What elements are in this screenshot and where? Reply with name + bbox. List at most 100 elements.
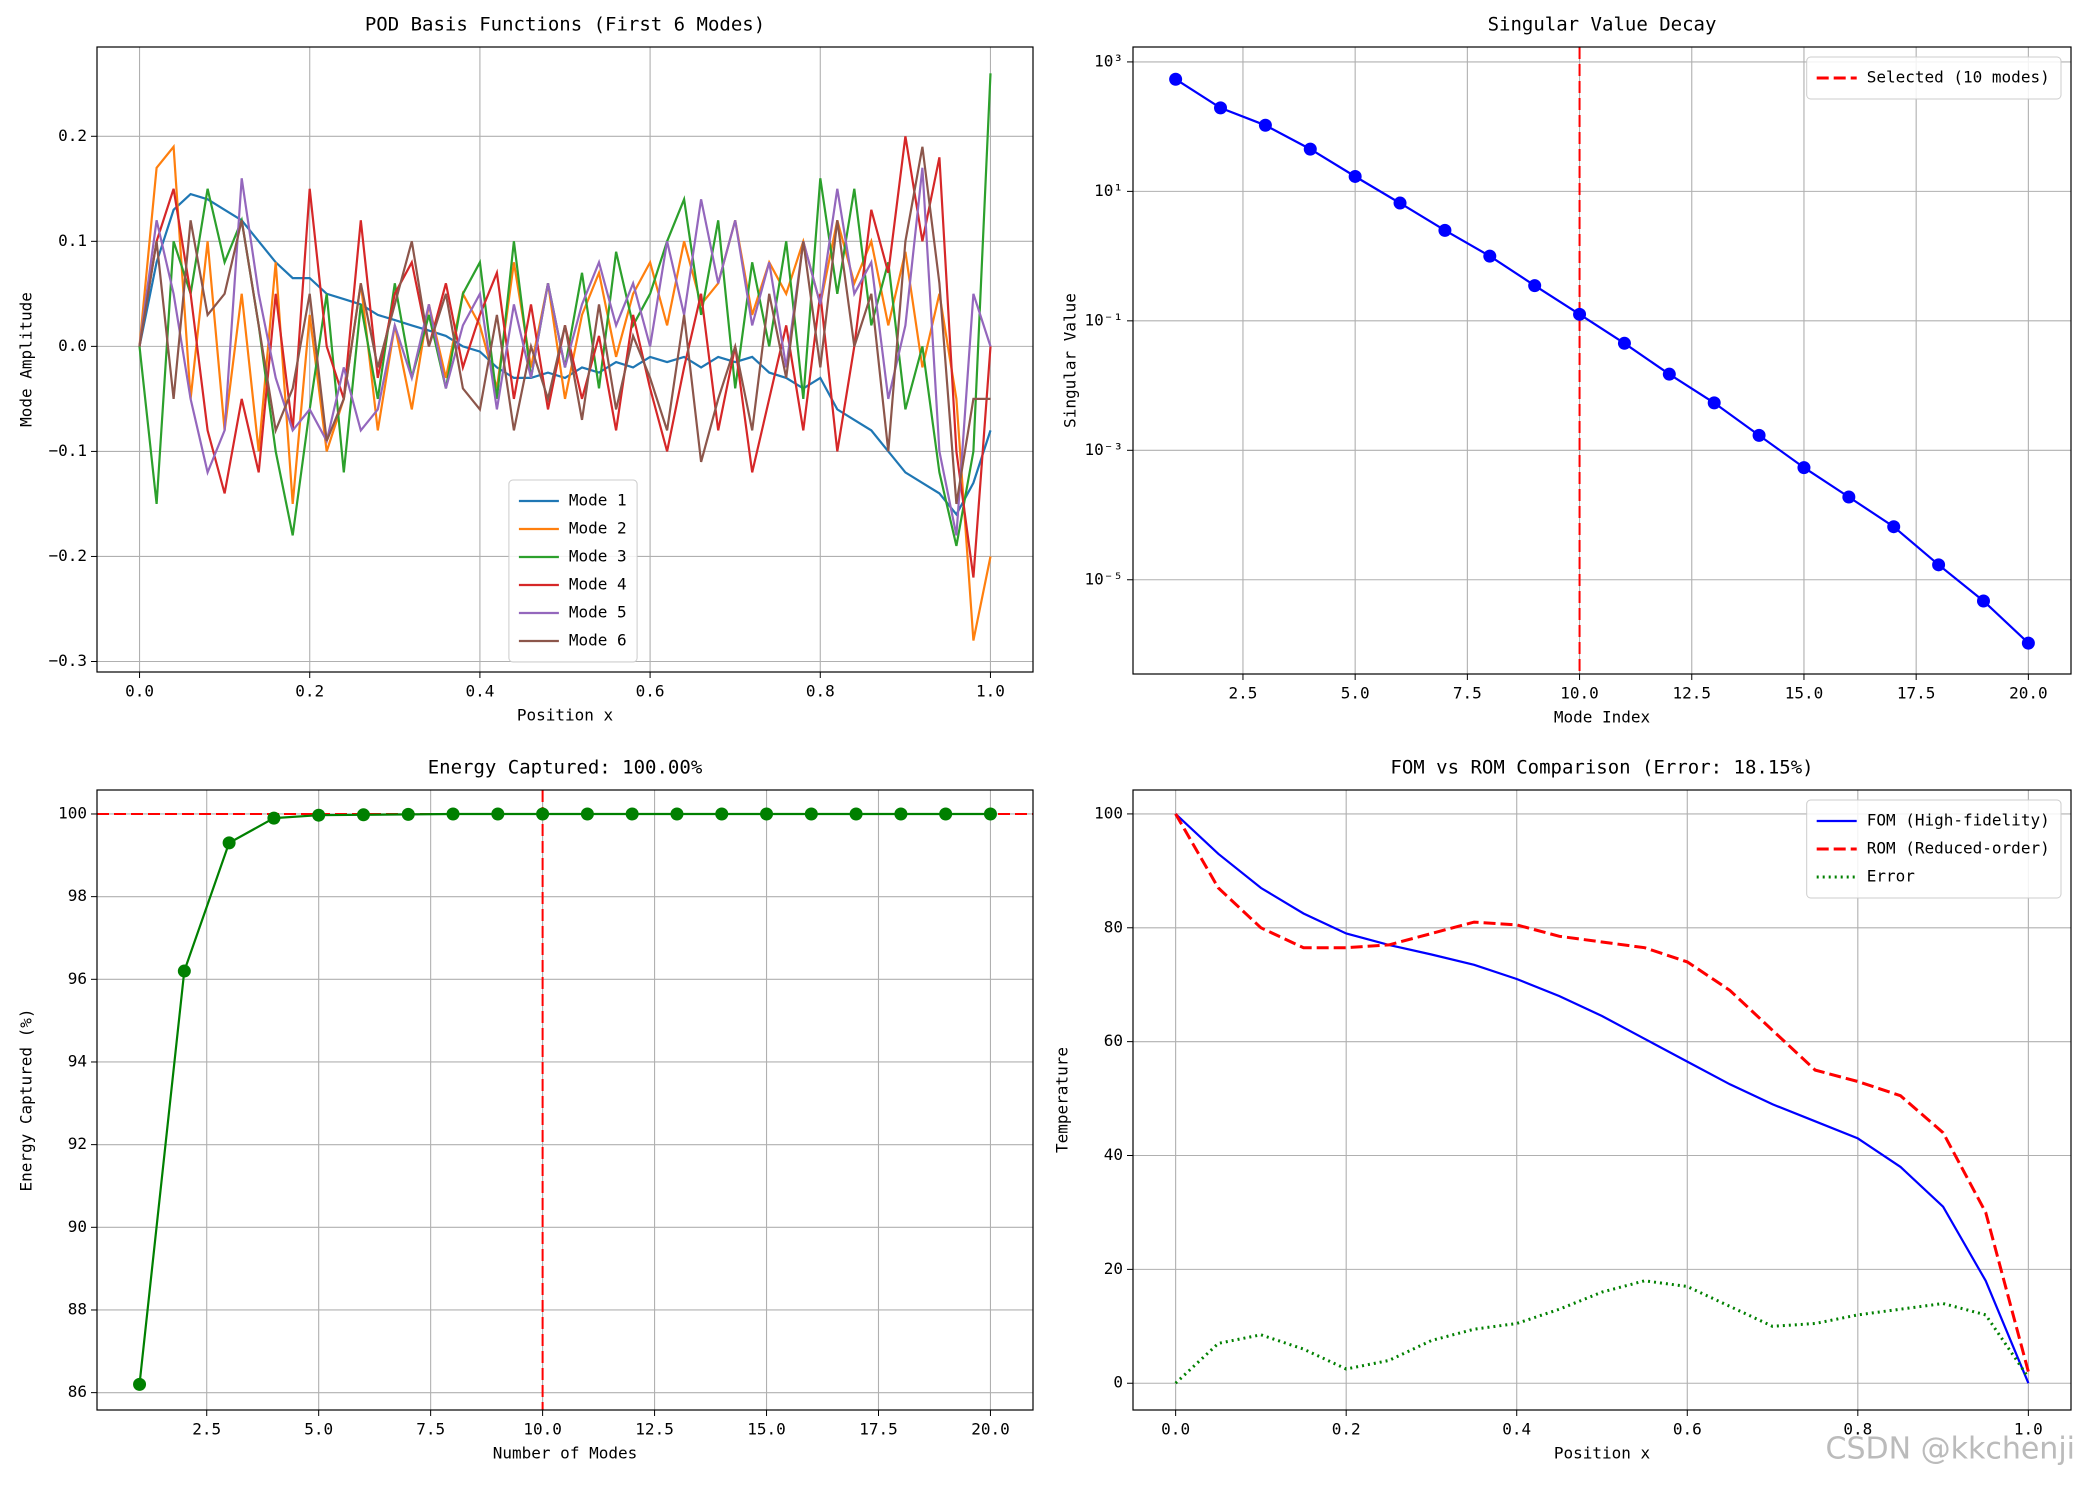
data-point (804, 807, 818, 821)
data-point (1348, 169, 1362, 183)
legend-label: Mode 1 (569, 491, 627, 510)
x-tick-label: 0.8 (1843, 1420, 1872, 1439)
subplot-title: FOM vs ROM Comparison (Error: 18.15%) (1390, 757, 1813, 779)
data-point (222, 836, 236, 850)
x-axis-label: Number of Modes (493, 1444, 638, 1463)
y-tick-label: 0.0 (58, 336, 87, 355)
data-point (312, 808, 326, 822)
y-tick-label: 96 (68, 969, 87, 988)
data-point (1617, 336, 1631, 350)
subplot: 2.5 5.0 7.5 10.0 12.5 15.0 17.5 20.0 86 88 90 92 94 9… (17, 757, 1034, 1463)
data-point (356, 808, 370, 822)
y-tick-label: 88 (68, 1299, 87, 1318)
data-point (1573, 307, 1587, 321)
y-tick-label: 100 (1094, 803, 1123, 822)
data-point (983, 807, 997, 821)
y-tick-label: 90 (68, 1217, 87, 1236)
y-tick-label: 0 (1113, 1373, 1123, 1392)
data-point (1258, 118, 1272, 132)
x-tick-label: 0.0 (125, 682, 154, 701)
x-tick-label: 0.8 (806, 682, 835, 701)
data-point (849, 807, 863, 821)
axes-frame (1132, 46, 2072, 675)
y-tick-label: 94 (68, 1051, 87, 1070)
data-point (670, 807, 684, 821)
data-point (1932, 558, 1946, 572)
x-tick-label: 17.5 (1897, 684, 1936, 703)
x-tick-label: 0.6 (1673, 1420, 1702, 1439)
y-tick-label: 10⁻³ (1084, 440, 1123, 459)
data-point (177, 964, 191, 978)
y-axis-label: Singular Value (1061, 293, 1080, 428)
legend-box (508, 479, 638, 663)
x-tick-label: 12.5 (1672, 684, 1711, 703)
y-tick-label: 100 (58, 803, 87, 822)
data-point (133, 1377, 147, 1391)
data-point (1662, 367, 1676, 381)
y-tick-label: 80 (1104, 917, 1123, 936)
x-tick-label: 7.5 (1453, 684, 1482, 703)
x-tick-label: 2.5 (192, 1420, 221, 1439)
data-point (1797, 461, 1811, 475)
x-tick-label: 2.5 (1229, 684, 1258, 703)
data-point (2021, 636, 2035, 650)
series-line (1174, 813, 2030, 1373)
y-tick-label: 60 (1104, 1031, 1123, 1050)
x-tick-label: 10.0 (1560, 684, 1599, 703)
y-tick-label: 92 (68, 1134, 87, 1153)
series-line (138, 167, 992, 536)
x-tick-label: 17.5 (859, 1420, 898, 1439)
x-axis-label: Mode Index (1554, 708, 1651, 727)
x-tick-label: 0.4 (465, 682, 494, 701)
axes-frame (96, 789, 1034, 1411)
data-point (1707, 396, 1721, 410)
y-axis-label: Mode Amplitude (17, 292, 36, 427)
x-tick-label: 20.0 (971, 1420, 1010, 1439)
x-tick-label: 0.2 (1332, 1420, 1361, 1439)
y-tick-label: 40 (1104, 1145, 1123, 1164)
data-point (1976, 594, 1990, 608)
x-tick-label: 5.0 (1341, 684, 1370, 703)
legend-label: FOM (High-fidelity) (1867, 811, 2050, 830)
subplot-title: POD Basis Functions (First 6 Modes) (365, 14, 765, 36)
y-axis-label: Energy Captured (%) (17, 1008, 36, 1191)
data-point (1214, 101, 1228, 115)
x-tick-label: 0.6 (636, 682, 665, 701)
data-point (1887, 520, 1901, 534)
x-tick-label: 10.0 (523, 1420, 562, 1439)
series-line (1174, 1279, 2030, 1385)
legend-label: ROM (Reduced-order) (1867, 839, 2050, 858)
y-tick-label: 98 (68, 886, 87, 905)
series-line (138, 812, 991, 1385)
x-tick-label: 7.5 (416, 1420, 445, 1439)
data-point (1393, 196, 1407, 210)
subplot: 2.5 5.0 7.5 10.0 12.5 15.0 17.5 20.0 10⁻⁵ 10⁻³ 10⁻… (1061, 14, 2072, 727)
data-point (1752, 428, 1766, 442)
x-tick-label: 15.0 (747, 1420, 786, 1439)
data-point (1303, 142, 1317, 156)
data-point (625, 807, 639, 821)
series-line (138, 192, 992, 517)
y-tick-label: −0.2 (48, 546, 87, 565)
subplot: 0.0 0.2 0.4 0.6 0.8 1.0 0 20 40 60 80 100 FOM vs ROM… (1053, 757, 2072, 1463)
y-tick-label: −0.3 (48, 651, 87, 670)
y-tick-label: 86 (68, 1382, 87, 1401)
legend-label: Selected (10 modes) (1867, 68, 2050, 87)
x-tick-label: 0.2 (295, 682, 324, 701)
data-point (894, 807, 908, 821)
series-line (138, 146, 991, 505)
x-axis-label: Position x (517, 706, 614, 725)
x-tick-label: 15.0 (1785, 684, 1824, 703)
watermark: CSDN @kkchenji (1826, 1432, 2075, 1467)
x-tick-label: 1.0 (976, 682, 1005, 701)
y-tick-label: 0.2 (58, 126, 87, 145)
x-tick-label: 1.0 (2014, 1420, 2043, 1439)
legend-label: Mode 2 (569, 519, 627, 538)
x-tick-label: 12.5 (635, 1420, 674, 1439)
subplot-title: Energy Captured: 100.00% (428, 757, 703, 779)
axes-frame (1132, 789, 2072, 1411)
y-tick-label: −0.1 (48, 441, 87, 460)
series-line (138, 73, 992, 547)
legend-label: Mode 6 (569, 631, 627, 650)
